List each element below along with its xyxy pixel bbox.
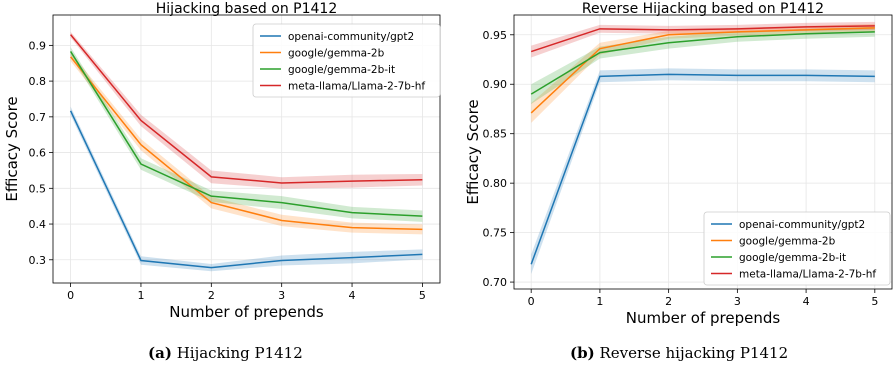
hijacking-ytick-label: 0.5 xyxy=(29,182,47,195)
reverse-ylabel: Efficacy Score xyxy=(464,99,482,204)
hijacking-legend-box xyxy=(252,23,441,98)
reverse-ytick-label: 0.90 xyxy=(483,78,508,91)
hijacking-line-1 xyxy=(70,56,423,231)
hijacking-legend-label-3: meta-llama/Llama-2-7b-hf xyxy=(288,81,425,93)
reverse-line-2 xyxy=(530,31,875,95)
hijacking-ytick-label: 0.3 xyxy=(29,254,47,267)
hijacking-title: Hijacking based on P1412 xyxy=(156,1,337,17)
caption-a: (a) Hijacking P1412 xyxy=(148,344,303,362)
hijacking-xtick-label: 3 xyxy=(278,289,285,302)
hijacking-legend-label-1: google/gemma-2b xyxy=(288,48,385,60)
chart-reverse-hijacking: 0 1 2 3 4 5 0.70 0.75 0.80 0.85 0.90 0.95 Reverse Hi… xyxy=(464,1,893,327)
hijacking-xtick-label: 5 xyxy=(419,289,426,302)
chart-panel-hijacking: 0 1 2 3 4 5 0.3 0.4 0.5 0.6 0.7 0.8 0.9 Hijacking bas… xyxy=(0,0,448,330)
reverse-band-1 xyxy=(531,23,875,123)
hijacking-xtick-label: 1 xyxy=(137,289,144,302)
reverse-legend-label-2: google/gemma-2b-it xyxy=(739,252,846,264)
hijacking-legend-label-2: google/gemma-2b-it xyxy=(288,64,395,76)
reverse-legend-box xyxy=(703,211,891,286)
reverse-xtick-label: 1 xyxy=(596,295,603,308)
reverse-xtick-label: 3 xyxy=(734,295,741,308)
reverse-ytick-label: 0.95 xyxy=(483,29,508,42)
hijacking-ytick-label: 0.4 xyxy=(29,218,47,231)
reverse-ytick-label: 0.70 xyxy=(483,276,508,289)
hijacking-legend-label-0: openai-community/gpt2 xyxy=(288,31,414,43)
reverse-xtick-label: 2 xyxy=(665,295,672,308)
hijacking-ytick-label: 0.9 xyxy=(29,39,47,52)
caption-b: (b) Reverse hijacking P1412 xyxy=(570,344,788,362)
reverse-line-3 xyxy=(530,25,875,53)
hijacking-xtick-label: 4 xyxy=(349,289,356,302)
hijacking-xtick-label: 0 xyxy=(67,289,74,302)
hijacking-ytick-label: 0.8 xyxy=(29,75,47,88)
hijacking-band-0 xyxy=(70,106,423,272)
hijacking-line-0 xyxy=(69,110,423,269)
hijacking-band-1 xyxy=(70,52,423,235)
hijacking-ytick-label: 0.6 xyxy=(29,147,47,160)
hijacking-line-2 xyxy=(69,51,423,217)
hijacking-xtick-label: 2 xyxy=(208,289,215,302)
caption-a-text: Hijacking P1412 xyxy=(176,344,303,362)
reverse-ytick-label: 0.80 xyxy=(483,177,508,190)
reverse-ytick-label: 0.75 xyxy=(483,227,508,240)
caption-b-label: (b) xyxy=(570,344,595,362)
reverse-xtick-label: 4 xyxy=(803,295,810,308)
hijacking-xlabel: Number of prepends xyxy=(169,303,324,321)
reverse-xtick-label: 5 xyxy=(871,295,878,308)
chart-panel-reverse-hijacking: 0 1 2 3 4 5 0.70 0.75 0.80 0.85 0.90 0.95 Reverse Hi… xyxy=(448,0,896,330)
caption-b-text: Reverse hijacking P1412 xyxy=(599,344,789,362)
hijacking-line-3 xyxy=(70,34,423,184)
reverse-axes-frame xyxy=(513,14,893,290)
reverse-xlabel: Number of prepends xyxy=(626,309,781,327)
reverse-series-group xyxy=(530,21,875,275)
hijacking-ylabel: Efficacy Score xyxy=(3,96,21,201)
chart-hijacking: 0 1 2 3 4 5 0.3 0.4 0.5 0.6 0.7 0.8 0.9 Hijacking bas… xyxy=(3,1,441,321)
reverse-line-0 xyxy=(530,73,875,265)
reverse-band-2 xyxy=(531,26,875,105)
reverse-ytick-label: 0.85 xyxy=(483,128,508,141)
hijacking-axes-frame xyxy=(52,14,441,284)
hijacking-ytick-label: 0.7 xyxy=(29,111,47,124)
reverse-legend-label-3: meta-llama/Llama-2-7b-hf xyxy=(739,269,876,281)
reverse-xtick-label: 0 xyxy=(528,295,535,308)
caption-a-label: (a) xyxy=(148,344,172,362)
hijacking-series-group xyxy=(69,31,423,272)
reverse-legend-label-0: openai-community/gpt2 xyxy=(739,219,865,231)
reverse-title: Reverse Hijacking based on P1412 xyxy=(582,1,824,17)
reverse-legend-label-1: google/gemma-2b xyxy=(739,236,836,248)
